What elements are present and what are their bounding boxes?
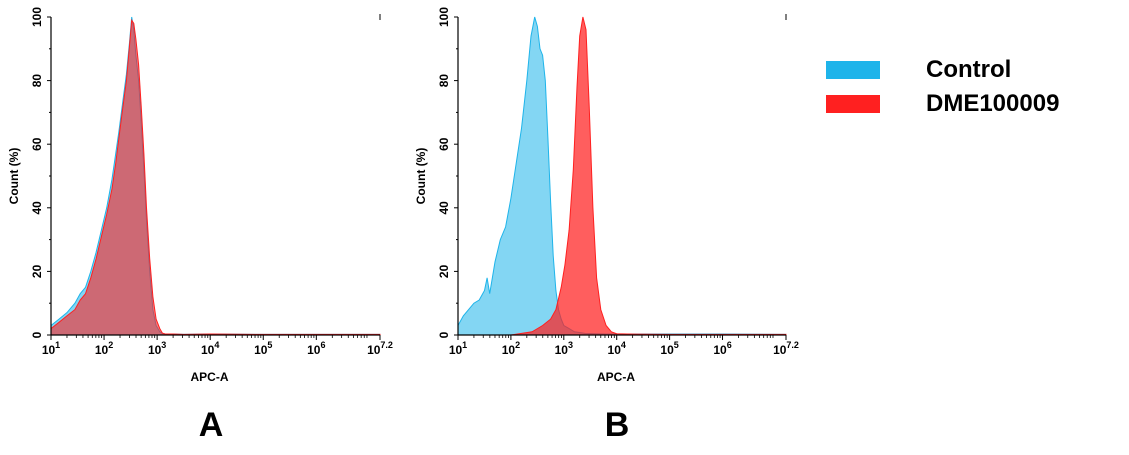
- x-tick-label-b-1: 101: [449, 340, 467, 357]
- legend-swatch-control: [826, 61, 880, 79]
- legend: Control DME100009: [826, 56, 1059, 117]
- y-tick-label-a-20: 20: [30, 264, 44, 278]
- x-tick-label-b-7.2: 107.2: [773, 340, 799, 357]
- legend-label-dme100009: DME100009: [926, 90, 1059, 117]
- y-tick-label-b-100: 100: [437, 7, 451, 27]
- x-tick-label-a-3: 103: [148, 340, 166, 357]
- x-tick-label-b-2: 102: [502, 340, 520, 357]
- x-tick-label-a-7.2: 107.2: [367, 340, 393, 357]
- legend-label-control: Control: [926, 56, 1011, 83]
- series-area-dme100009-b: [458, 16, 787, 336]
- y-tick-label-b-40: 40: [437, 201, 451, 215]
- x-axis-title-b: APC-A: [597, 370, 635, 384]
- x-tick-label-b-5: 105: [660, 340, 678, 357]
- x-tick-label-a-6: 106: [307, 340, 325, 357]
- panel-label-b: B: [605, 406, 630, 444]
- x-tick-label-b-6: 106: [713, 340, 731, 357]
- legend-swatch-dme100009: [826, 95, 880, 113]
- y-tick-label-a-60: 60: [30, 137, 44, 151]
- y-tick-label-a-80: 80: [30, 74, 44, 88]
- y-axis-title-a: Count (%): [7, 148, 21, 205]
- series-area-control-b: [457, 16, 787, 336]
- x-tick-label-a-1: 101: [42, 340, 60, 357]
- x-tick-label-a-4: 104: [201, 340, 219, 357]
- y-tick-label-a-0: 0: [30, 331, 44, 338]
- y-tick-label-b-20: 20: [437, 264, 451, 278]
- y-tick-label-b-0: 0: [437, 331, 451, 338]
- x-tick-label-a-2: 102: [95, 340, 113, 357]
- chart-panel-b: 0 20 40 60 80 100 101 102 103 104 105 106 107.2 APC-A…: [414, 7, 799, 384]
- series-area-dme100009-a: [50, 18, 381, 336]
- y-tick-label-b-80: 80: [437, 74, 451, 88]
- x-tick-label-b-4: 104: [608, 340, 626, 357]
- y-tick-label-a-40: 40: [30, 201, 44, 215]
- y-tick-label-a-100: 100: [30, 7, 44, 27]
- y-axis-title-b: Count (%): [414, 148, 428, 205]
- x-tick-label-a-5: 105: [254, 340, 272, 357]
- panel-label-a: A: [199, 406, 224, 444]
- y-tick-label-b-60: 60: [437, 137, 451, 151]
- chart-panel-a: 0 20 40 60 80 100 101 102 103 104 105 106 107.2 APC-A…: [7, 7, 393, 384]
- x-axis-title-a: APC-A: [191, 370, 229, 384]
- x-tick-label-b-3: 103: [555, 340, 573, 357]
